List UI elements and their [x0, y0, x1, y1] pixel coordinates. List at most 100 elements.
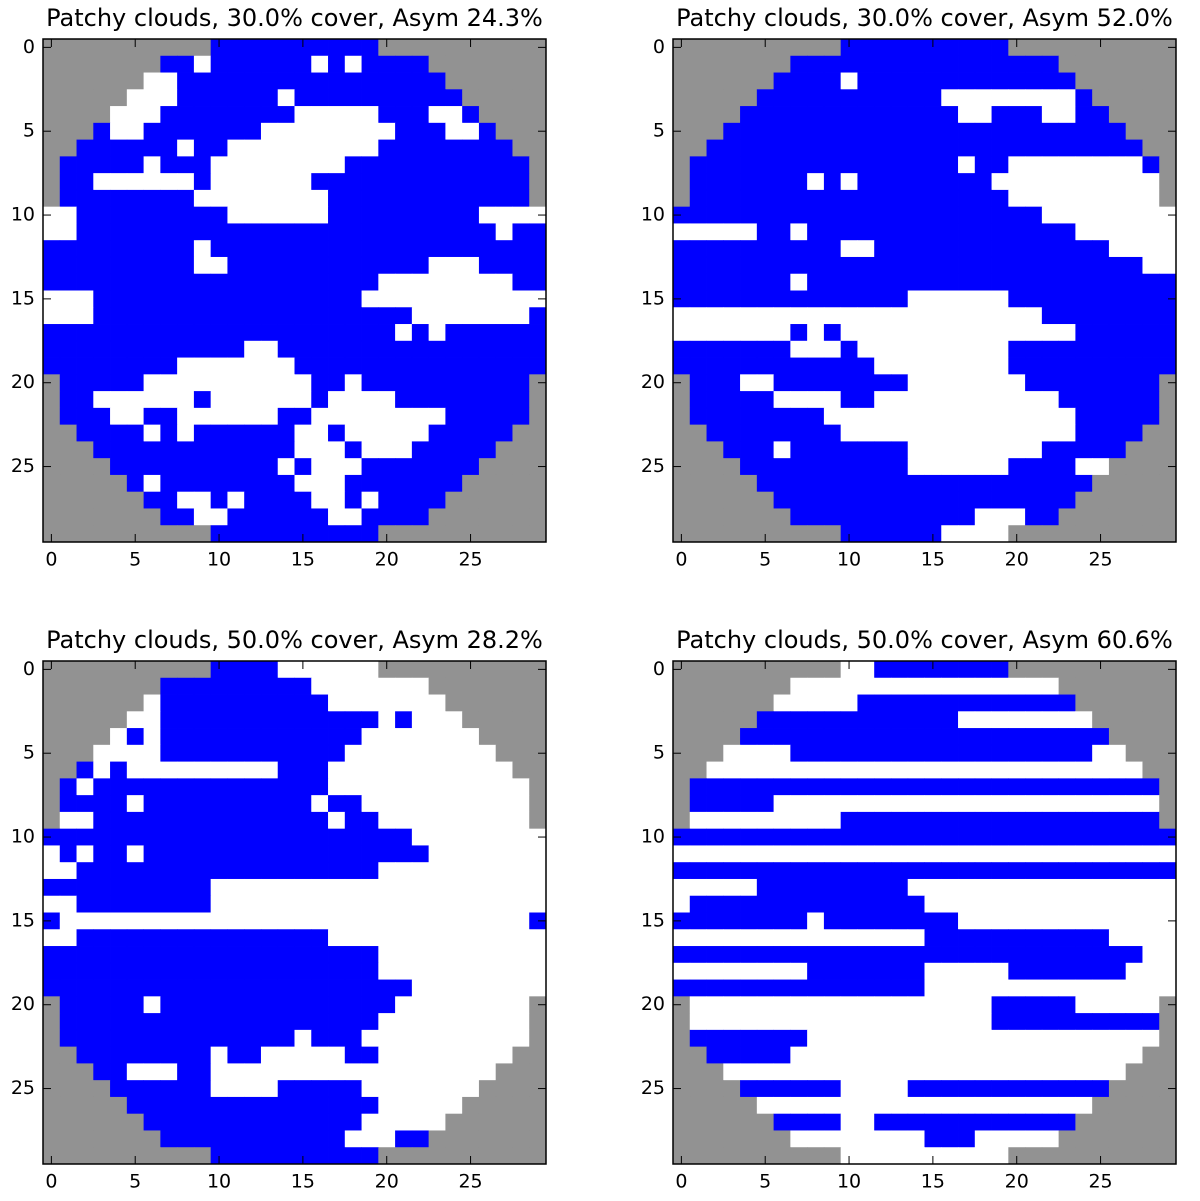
cell — [143, 122, 161, 140]
cell — [93, 979, 111, 997]
cell — [210, 728, 228, 746]
cell — [411, 912, 430, 930]
cell — [344, 761, 362, 779]
cell — [395, 1096, 413, 1115]
cell — [890, 340, 909, 358]
cell — [807, 240, 825, 258]
cell — [840, 795, 858, 813]
cell — [1025, 290, 1043, 308]
cell — [991, 996, 1009, 1014]
cell — [756, 340, 774, 358]
cell — [294, 1130, 312, 1148]
cell — [328, 1029, 346, 1048]
cell — [227, 962, 245, 980]
cell — [59, 357, 77, 375]
cell — [93, 946, 111, 964]
cell — [673, 474, 691, 493]
cell — [328, 458, 346, 476]
cell — [756, 374, 774, 392]
cell — [1125, 290, 1143, 308]
cell — [76, 491, 94, 509]
cell — [823, 206, 842, 224]
cell — [143, 912, 161, 930]
cell — [740, 677, 758, 695]
cell — [673, 895, 691, 913]
cell — [462, 324, 480, 342]
cell — [177, 458, 195, 476]
cell — [495, 424, 513, 442]
cell — [43, 189, 61, 208]
cell — [344, 374, 362, 392]
cell — [110, 39, 128, 57]
cell — [1125, 441, 1143, 459]
cell — [1092, 962, 1110, 980]
cell — [706, 39, 724, 57]
cell — [1025, 424, 1043, 442]
cell — [126, 340, 144, 358]
cell — [93, 996, 111, 1014]
cell — [462, 1113, 480, 1131]
cell — [76, 407, 94, 426]
cell — [529, 1130, 547, 1148]
y-tick-label: 5 — [23, 742, 35, 764]
cell — [673, 962, 691, 980]
cell — [378, 441, 396, 459]
cell — [260, 441, 279, 459]
cell — [529, 728, 547, 746]
cell — [673, 156, 691, 174]
cell — [260, 89, 279, 107]
cell — [1159, 206, 1177, 224]
cell — [445, 139, 463, 157]
cell — [1159, 811, 1177, 830]
cell — [1108, 340, 1127, 358]
cell — [76, 778, 94, 796]
cell — [874, 912, 892, 930]
cell — [807, 694, 825, 712]
cell — [43, 407, 61, 426]
cell — [512, 324, 530, 342]
cell — [807, 340, 825, 358]
cell — [344, 1130, 362, 1148]
cell — [344, 424, 362, 442]
cell — [1108, 391, 1127, 409]
cell — [958, 525, 976, 543]
cell — [673, 1113, 691, 1131]
cell — [328, 441, 346, 459]
cell — [294, 458, 312, 476]
cell — [773, 828, 791, 846]
cell — [1008, 156, 1026, 174]
cell — [143, 72, 161, 90]
cell — [445, 374, 463, 392]
cell — [495, 1080, 513, 1098]
cell — [974, 996, 992, 1014]
cell — [924, 1029, 942, 1048]
cell — [907, 711, 925, 729]
cell — [328, 256, 346, 275]
cell — [1041, 307, 1060, 325]
cell — [93, 1063, 111, 1081]
cell — [689, 72, 707, 90]
cell — [227, 1029, 245, 1048]
cell — [1025, 979, 1043, 997]
cell — [462, 374, 480, 392]
cell — [529, 307, 547, 325]
cell — [43, 374, 61, 392]
cell — [840, 340, 858, 358]
cell — [723, 795, 741, 813]
cell — [411, 1130, 430, 1148]
cell — [495, 474, 513, 493]
cell — [210, 845, 228, 863]
cell — [773, 139, 791, 157]
cell — [706, 89, 724, 107]
cell — [1041, 728, 1060, 746]
cell — [395, 1013, 413, 1031]
cell — [311, 89, 329, 107]
cell — [840, 1130, 858, 1148]
cell — [1075, 374, 1093, 392]
cell — [924, 324, 942, 342]
cell — [807, 862, 825, 880]
cell — [495, 340, 513, 358]
cell — [1041, 811, 1060, 830]
cell — [428, 89, 446, 107]
